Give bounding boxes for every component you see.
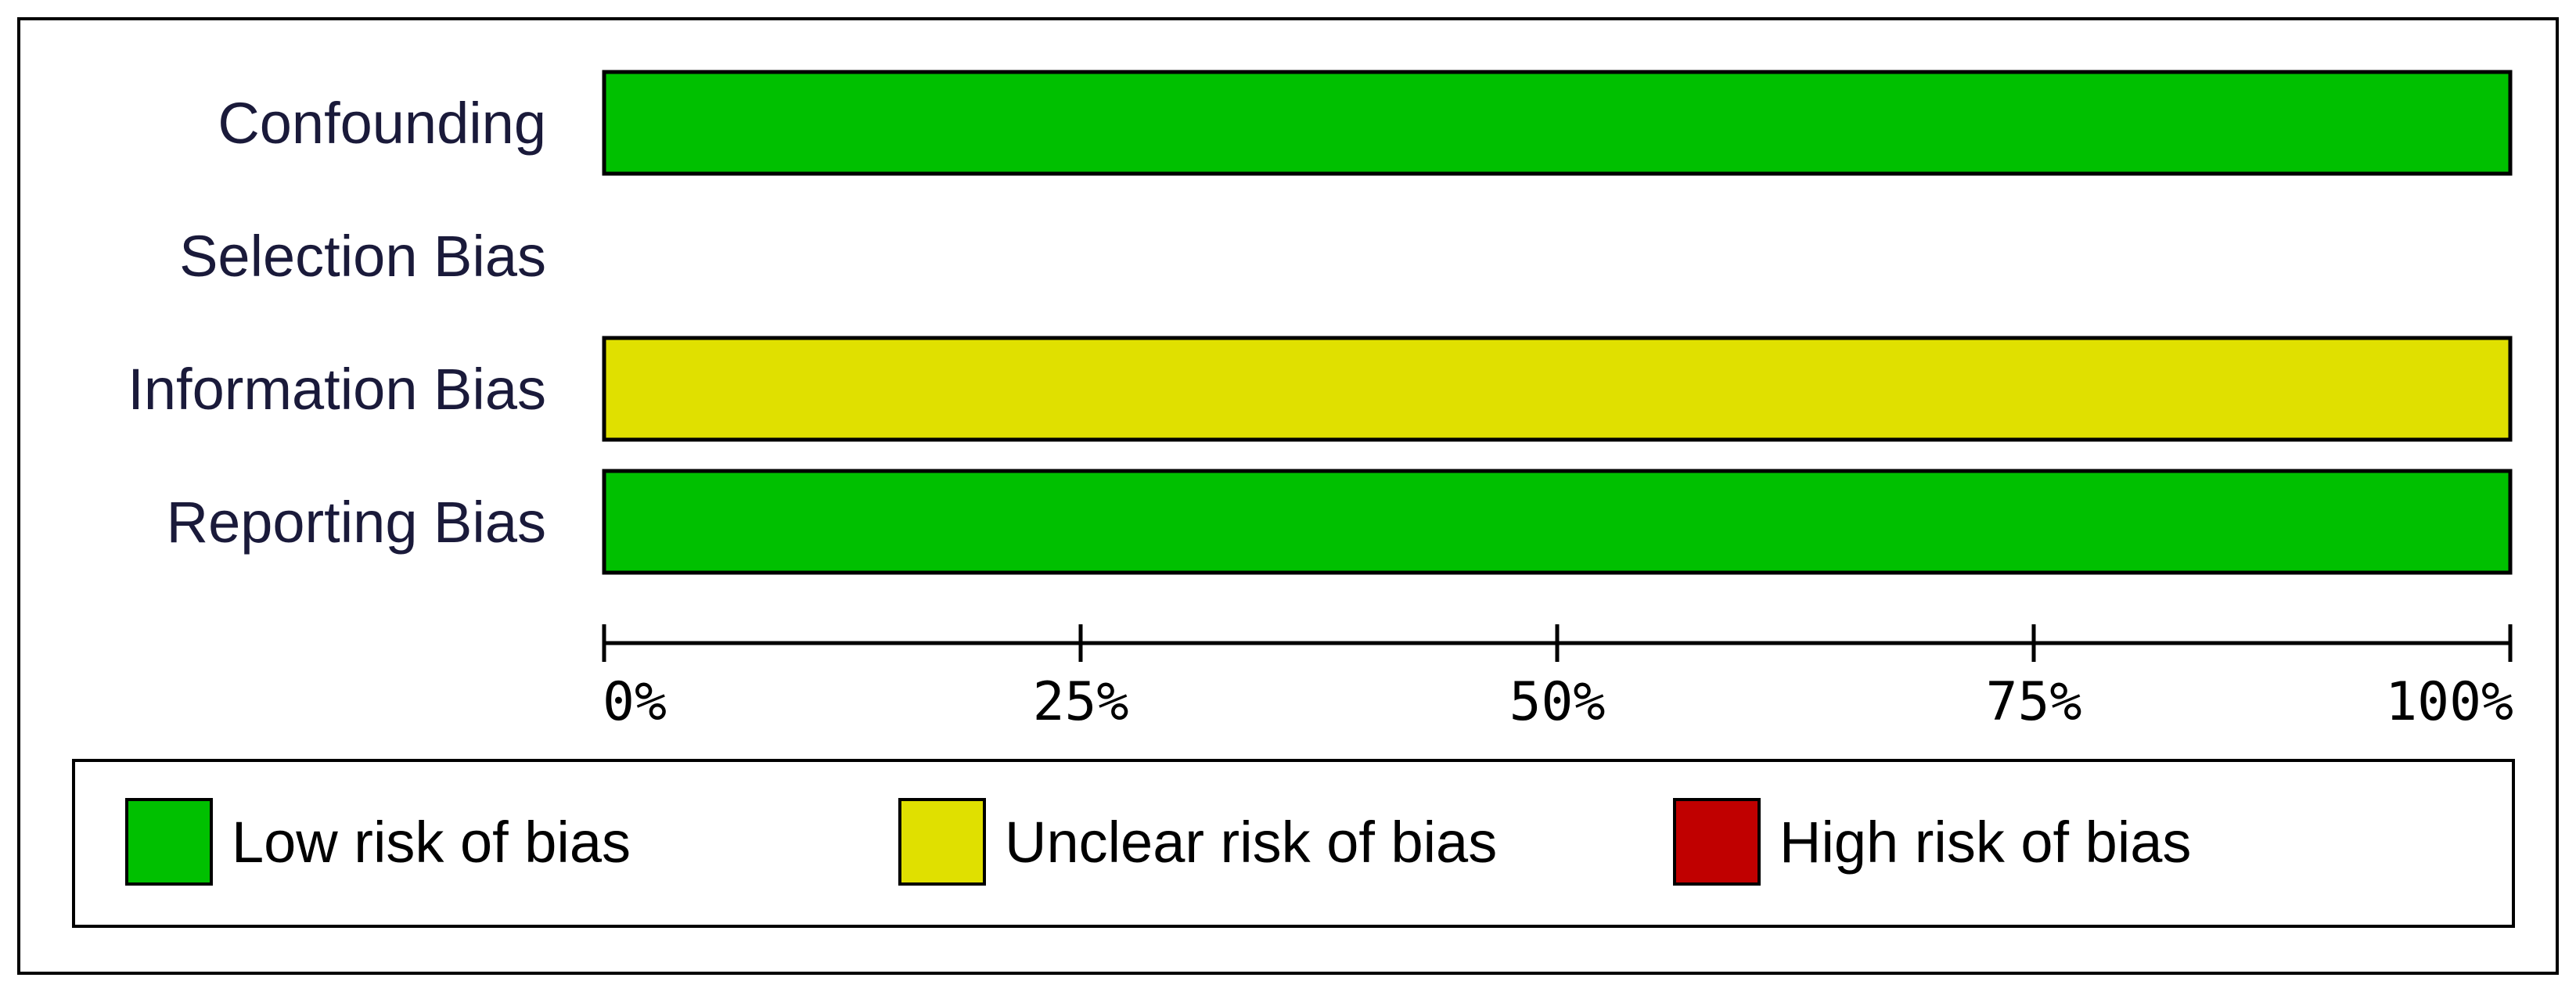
legend-swatch-low-risk-of-bias (125, 798, 213, 886)
bar-confounding-low-risk-of-bias (602, 70, 2513, 176)
x-tick-label-2: 50% (1509, 671, 1606, 733)
bar-reporting-bias-low-risk-of-bias (602, 469, 2513, 575)
legend: Low risk of bias Unclear risk of bias High… (72, 759, 2515, 928)
legend-label-unclear-risk-of-bias: Unclear risk of bias (1005, 810, 1497, 875)
bar-information-bias-unclear-risk-of-bias (602, 336, 2513, 442)
x-axis: 0% 25% 50% 75% 100% (602, 624, 2513, 733)
bars-layer (602, 70, 2513, 575)
x-tick-label-0: 0% (603, 671, 667, 733)
legend-swatch-high-risk-of-bias (1673, 798, 1761, 886)
category-labels: Confounding Selection Bias Information Bia… (128, 91, 546, 555)
legend-label-low-risk-of-bias: Low risk of bias (232, 810, 631, 875)
legend-box (72, 759, 2515, 928)
category-label-reporting-bias: Reporting Bias (167, 490, 546, 555)
category-label-information-bias: Information Bias (128, 357, 546, 422)
legend-label-high-risk-of-bias: High risk of bias (1779, 810, 2191, 875)
legend-swatch-unclear-risk-of-bias (898, 798, 986, 886)
x-tick-label-3: 75% (1986, 671, 2082, 733)
category-label-confounding: Confounding (218, 91, 546, 156)
category-label-selection-bias: Selection Bias (179, 224, 546, 289)
x-tick-label-1: 25% (1033, 671, 1129, 733)
x-tick-label-4: 100% (2385, 671, 2513, 733)
